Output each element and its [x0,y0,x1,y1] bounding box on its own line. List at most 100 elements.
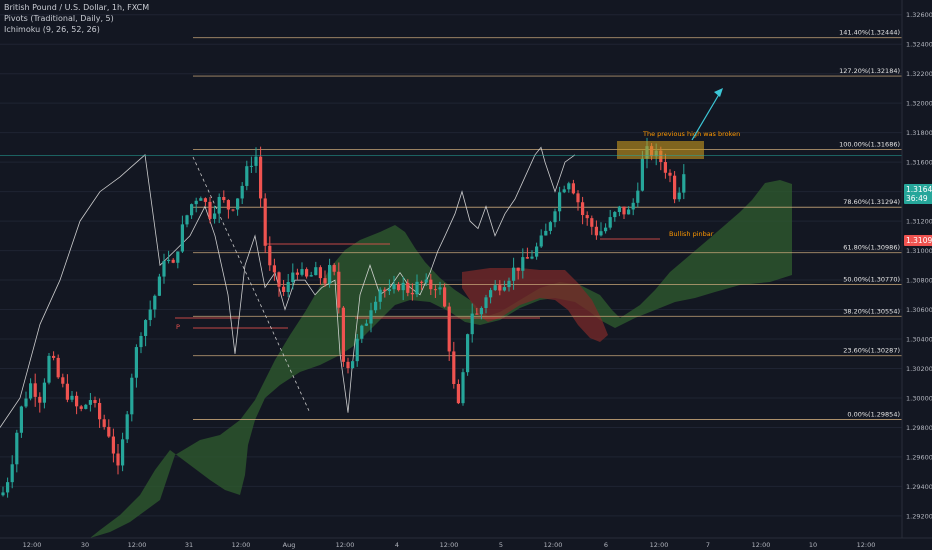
candle-body [263,198,267,246]
candle [585,211,589,226]
candle-body [19,406,23,433]
candle-body [144,320,148,336]
candle [369,302,373,333]
candle [167,250,171,264]
candle-body [190,204,194,216]
candle [314,261,318,276]
candle-body [116,453,120,466]
fib-level-label: 50.00%(1.30770) [843,275,900,283]
candle [203,197,207,207]
candle-body [489,290,493,298]
candle-body [213,213,217,219]
candle-body [282,286,286,293]
x-tick-label: 12:00 [752,541,771,549]
candle-body [374,301,378,311]
candle [107,419,111,438]
candle [512,257,516,290]
candle-body [677,192,681,200]
candle [116,443,120,475]
ichimoku-indicator-label[interactable]: Ichimoku (9, 26, 52, 26) [4,25,100,34]
candle-body [75,395,79,407]
candle-body [167,259,171,262]
candle [52,351,56,361]
candle-body [420,281,424,283]
candle-body [636,190,640,203]
candle [461,368,465,406]
candle [194,197,198,213]
candle-body [88,400,92,405]
x-tick-label: 12:00 [650,541,669,549]
candle-body [295,272,299,275]
candle [406,279,410,297]
candle [42,378,46,409]
pinbar-note-text: Bullish pinbar [669,230,714,238]
candle [489,287,493,304]
candle-body [438,287,442,290]
candle-body [581,202,585,216]
candle [539,229,543,248]
x-tick-label: 12:00 [857,541,876,549]
candle [121,432,125,472]
candle [148,300,152,327]
candle-body [544,230,548,236]
candle-body [608,217,612,228]
candle [387,279,391,296]
candle-body [328,264,332,284]
fib-level-label: 0.00%(1.29854) [847,410,900,418]
candle-body [558,192,562,212]
candle-body [217,196,221,214]
candle [599,222,603,237]
candle [604,223,608,234]
candle-body [314,267,318,276]
candle [157,273,161,297]
y-tick-label: 1.29400 [906,483,932,491]
pivots-indicator-label[interactable]: Pivots (Traditional, Daily, 5) [4,14,114,23]
candle-body [397,284,401,291]
candle-body [6,482,10,493]
candle [581,196,585,225]
candle-body [176,251,180,263]
candle-body [535,246,539,257]
candle-body [93,400,97,403]
candle [374,296,378,314]
candle [249,156,253,174]
candle [466,333,470,376]
candle [590,215,594,235]
candle [282,280,286,297]
candle [56,354,60,379]
candle [24,391,28,409]
candle-body [594,226,598,236]
candle-body [52,355,56,358]
candle-body [208,201,212,219]
candle-body [585,215,589,219]
candle [328,258,332,288]
candle-body [29,383,33,399]
candle [627,206,631,215]
candle [429,273,433,296]
candle [631,198,635,216]
y-axis-background [902,0,932,550]
candle-body [318,267,322,279]
pivot-lines: P [175,238,660,331]
trend-line-dashed [192,156,311,414]
candle [415,274,419,298]
candle [98,398,102,428]
candle-body [153,295,157,310]
candle [254,147,258,173]
candle-body [456,383,460,404]
candle [401,276,405,301]
candle-body [415,281,419,295]
candle [217,193,221,224]
candle-body [475,313,479,315]
candle-body [378,289,382,302]
x-tick-label: 6 [604,541,608,549]
candle-body [291,272,295,283]
candle-body [332,264,336,272]
y-tick-label: 1.32400 [906,41,932,49]
candle-body [351,361,355,369]
symbol-title[interactable]: British Pound / U.S. Dollar, 1h, FXCM [4,3,150,12]
candle [291,263,295,290]
candle [355,334,359,367]
candle-body [512,267,516,281]
